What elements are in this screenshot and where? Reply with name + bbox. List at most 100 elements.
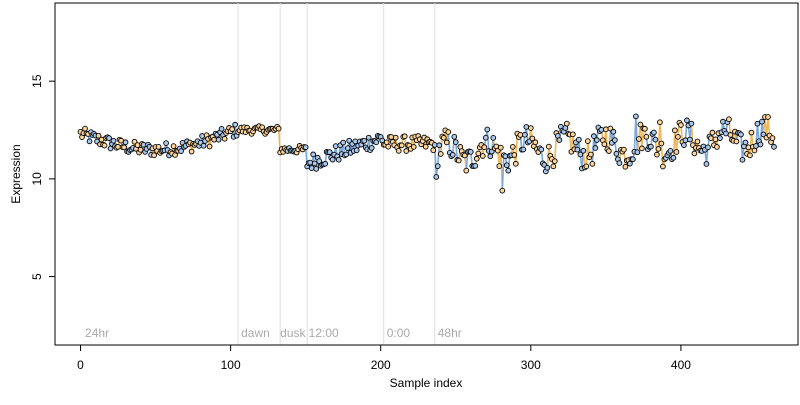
data-point — [633, 114, 638, 119]
data-point — [233, 122, 238, 127]
data-point — [323, 161, 328, 166]
y-tick-label: 5 — [30, 273, 44, 280]
data-point — [366, 135, 371, 140]
data-point — [506, 168, 511, 173]
y-tick-label: 10 — [30, 172, 44, 186]
data-point — [630, 157, 635, 162]
data-point — [546, 144, 551, 149]
data-point — [584, 164, 589, 169]
series-line-segment — [661, 143, 663, 166]
x-tick-label: 400 — [671, 358, 691, 372]
data-point — [642, 126, 647, 131]
data-point — [588, 152, 593, 157]
data-point — [491, 135, 496, 140]
data-point — [674, 150, 679, 155]
data-points — [78, 114, 776, 193]
data-point — [444, 140, 449, 145]
phase-dividers — [238, 3, 435, 345]
data-point — [483, 135, 488, 140]
data-point — [102, 143, 107, 148]
data-point — [623, 164, 628, 169]
data-point — [770, 136, 775, 141]
data-point — [432, 142, 437, 147]
x-axis-label: Sample index — [390, 376, 463, 390]
data-point — [695, 139, 700, 144]
data-point — [644, 134, 649, 139]
data-point — [389, 135, 394, 140]
plot-frame — [55, 3, 798, 345]
data-point — [87, 139, 92, 144]
data-point — [314, 166, 319, 171]
phase-label: 12:00 — [309, 326, 339, 340]
data-point — [330, 157, 335, 162]
data-point — [521, 147, 526, 152]
data-point — [156, 144, 161, 149]
data-point — [576, 137, 581, 142]
data-point — [528, 126, 533, 131]
data-point — [585, 139, 590, 144]
data-point — [123, 140, 128, 145]
data-point — [456, 158, 461, 163]
data-point — [673, 128, 678, 133]
data-point — [504, 163, 509, 168]
data-point — [539, 147, 544, 152]
data-point — [441, 135, 446, 140]
data-point — [276, 126, 281, 131]
data-point — [603, 127, 608, 132]
data-point — [219, 126, 224, 131]
data-point — [557, 138, 562, 143]
data-point — [606, 149, 611, 154]
x-tick-label: 0 — [77, 358, 84, 372]
series-line-segment — [487, 129, 489, 151]
data-point — [111, 138, 116, 143]
data-point — [676, 134, 681, 139]
data-point — [468, 149, 473, 154]
data-point — [164, 141, 169, 146]
phase-label: dusk — [280, 326, 306, 340]
data-point — [533, 140, 538, 145]
data-point — [222, 136, 227, 141]
data-point — [581, 148, 586, 153]
data-point — [374, 140, 379, 145]
data-point — [399, 143, 404, 148]
data-point — [772, 144, 777, 149]
data-point — [207, 144, 212, 149]
series-line-segment — [502, 155, 504, 190]
data-point — [683, 138, 688, 143]
data-point — [402, 134, 407, 139]
data-point — [522, 132, 527, 137]
data-point — [336, 157, 341, 162]
data-point — [333, 144, 338, 149]
data-point — [485, 127, 490, 132]
data-point — [83, 126, 88, 131]
data-point — [450, 152, 455, 157]
phase-label: 48hr — [438, 326, 462, 340]
data-point — [200, 134, 205, 139]
data-point — [653, 137, 658, 142]
data-point — [497, 164, 502, 169]
data-point — [612, 138, 617, 143]
x-tick-label: 300 — [521, 358, 541, 372]
data-point — [171, 144, 176, 149]
series-line-segment — [691, 124, 693, 145]
data-point — [739, 132, 744, 137]
data-point — [599, 127, 604, 132]
series-line-segment — [636, 116, 638, 152]
data-point — [354, 148, 359, 153]
data-point — [230, 127, 235, 132]
data-point — [760, 119, 765, 124]
data-point — [512, 153, 517, 158]
data-point — [345, 146, 350, 151]
phase-label: 24hr — [85, 326, 109, 340]
data-point — [452, 134, 457, 139]
data-point — [575, 147, 580, 152]
data-point — [621, 147, 626, 152]
data-point — [438, 152, 443, 157]
y-axis-label: Expression — [9, 144, 23, 203]
data-point — [635, 150, 640, 155]
data-point — [688, 137, 693, 142]
data-point — [327, 150, 332, 155]
data-point — [617, 161, 622, 166]
data-point — [503, 154, 508, 159]
